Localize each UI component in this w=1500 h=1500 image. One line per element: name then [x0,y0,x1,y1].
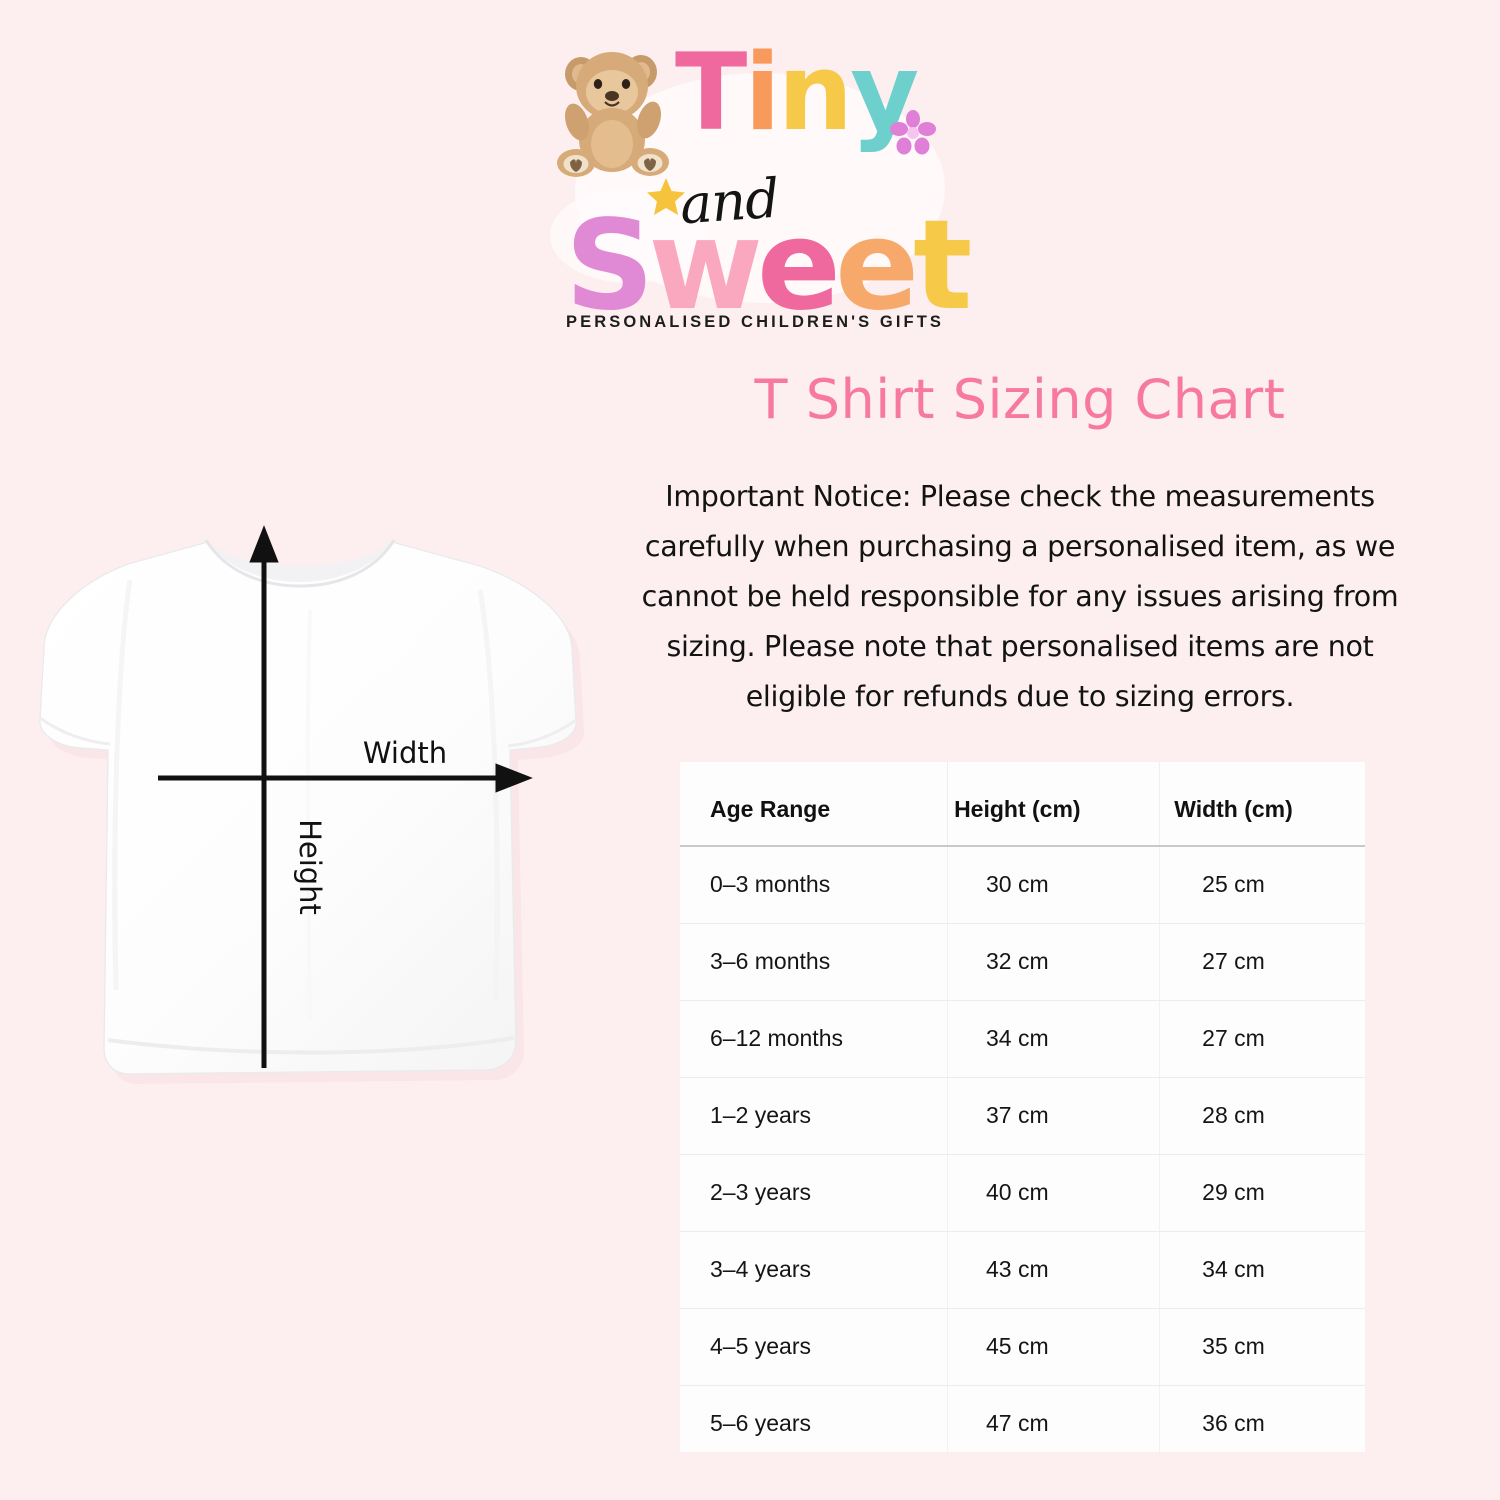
star-icon [647,178,685,215]
table-row: 3–6 months 32 cm 27 cm [680,923,1365,1001]
cell-height: 37 cm [947,1077,1160,1155]
cell-age-range: 1–2 years [680,1077,948,1155]
cell-width: 27 cm [1159,1000,1365,1078]
logo-letter-e-first: e [756,194,841,338]
cell-width: 27 cm [1159,923,1365,1001]
table-row: 3–4 years 43 cm 34 cm [680,1231,1365,1309]
cell-age-range: 2–3 years [680,1154,948,1232]
table-row: 5–6 years 47 cm 36 cm [680,1385,1365,1462]
logo-letter-i: i [744,31,780,154]
sizing-table-element: Age Range Height (cm) Width (cm) 0–3 mon… [680,762,1365,1462]
cell-age-range: 5–6 years [680,1385,948,1462]
column-header-width: Width (cm) [1159,762,1365,847]
t-shirt-illustration [39,525,585,1084]
cell-height: 34 cm [947,1000,1160,1078]
table-row: 4–5 years 45 cm 35 cm [680,1308,1365,1386]
flower-icon [890,110,936,155]
cell-age-range: 0–3 months [680,846,948,924]
cell-age-range: 3–4 years [680,1231,948,1309]
cell-age-range: 3–6 months [680,923,948,1001]
logo-letter-w: w [648,194,763,338]
cell-height: 43 cm [947,1231,1160,1309]
height-label: Height [293,819,327,915]
teddy-bear-icon [557,52,669,177]
column-header-age-range: Age Range [680,762,948,847]
logo-word-tiny: Tiny [675,18,975,178]
cloud-shape-secondary-icon [550,188,710,283]
cell-width: 34 cm [1159,1231,1365,1309]
logo-word-sweet: Sweet [565,194,972,338]
table-row: 6–12 months 34 cm 27 cm [680,1000,1365,1078]
width-label: Width [362,736,448,770]
table-header-row: Age Range Height (cm) Width (cm) [680,762,1365,847]
brand-tagline: PERSONALISED CHILDREN'S GIFTS [565,313,944,331]
cell-width: 36 cm [1202,1410,1265,1437]
cell-width: 25 cm [1159,846,1365,924]
t-shirt-measurement-diagram: Width Height [10,520,650,1100]
cell-width: 29 cm [1159,1154,1365,1232]
cell-height: 40 cm [947,1154,1160,1232]
table-row: 2–3 years 40 cm 29 cm [680,1154,1365,1232]
table-row: 0–3 months 30 cm 25 cm [680,846,1365,924]
cell-height: 45 cm [947,1308,1160,1386]
cell-width: 28 cm [1159,1077,1365,1155]
cell-age-range: 4–5 years [680,1308,948,1386]
cell-age-range: 6–12 months [680,1000,948,1078]
table-row: 1–2 years 37 cm 28 cm [680,1077,1365,1155]
cell-height: 47 cm [947,1385,1160,1462]
logo-letter-t: t [913,194,972,338]
important-notice-text: Important Notice: Please check the measu… [641,480,1399,713]
logo-letter-T: T [675,31,747,154]
sizing-table: Age Range Height (cm) Width (cm) 0–3 mon… [680,762,1365,1462]
logo-letter-S: S [565,194,654,338]
page-title: T Shirt Sizing Chart [754,368,1286,431]
logo-letter-e-second: e [834,194,919,338]
logo-letter-n: n [777,31,853,154]
cell-width: 35 cm [1159,1308,1365,1386]
column-header-height: Height (cm) [947,762,1160,847]
cell-height: 32 cm [947,923,1160,1001]
brand-logo: Tiny and Sweet PERSONALISED CHILDREN'S G… [545,18,972,348]
cell-height: 30 cm [947,846,1160,924]
